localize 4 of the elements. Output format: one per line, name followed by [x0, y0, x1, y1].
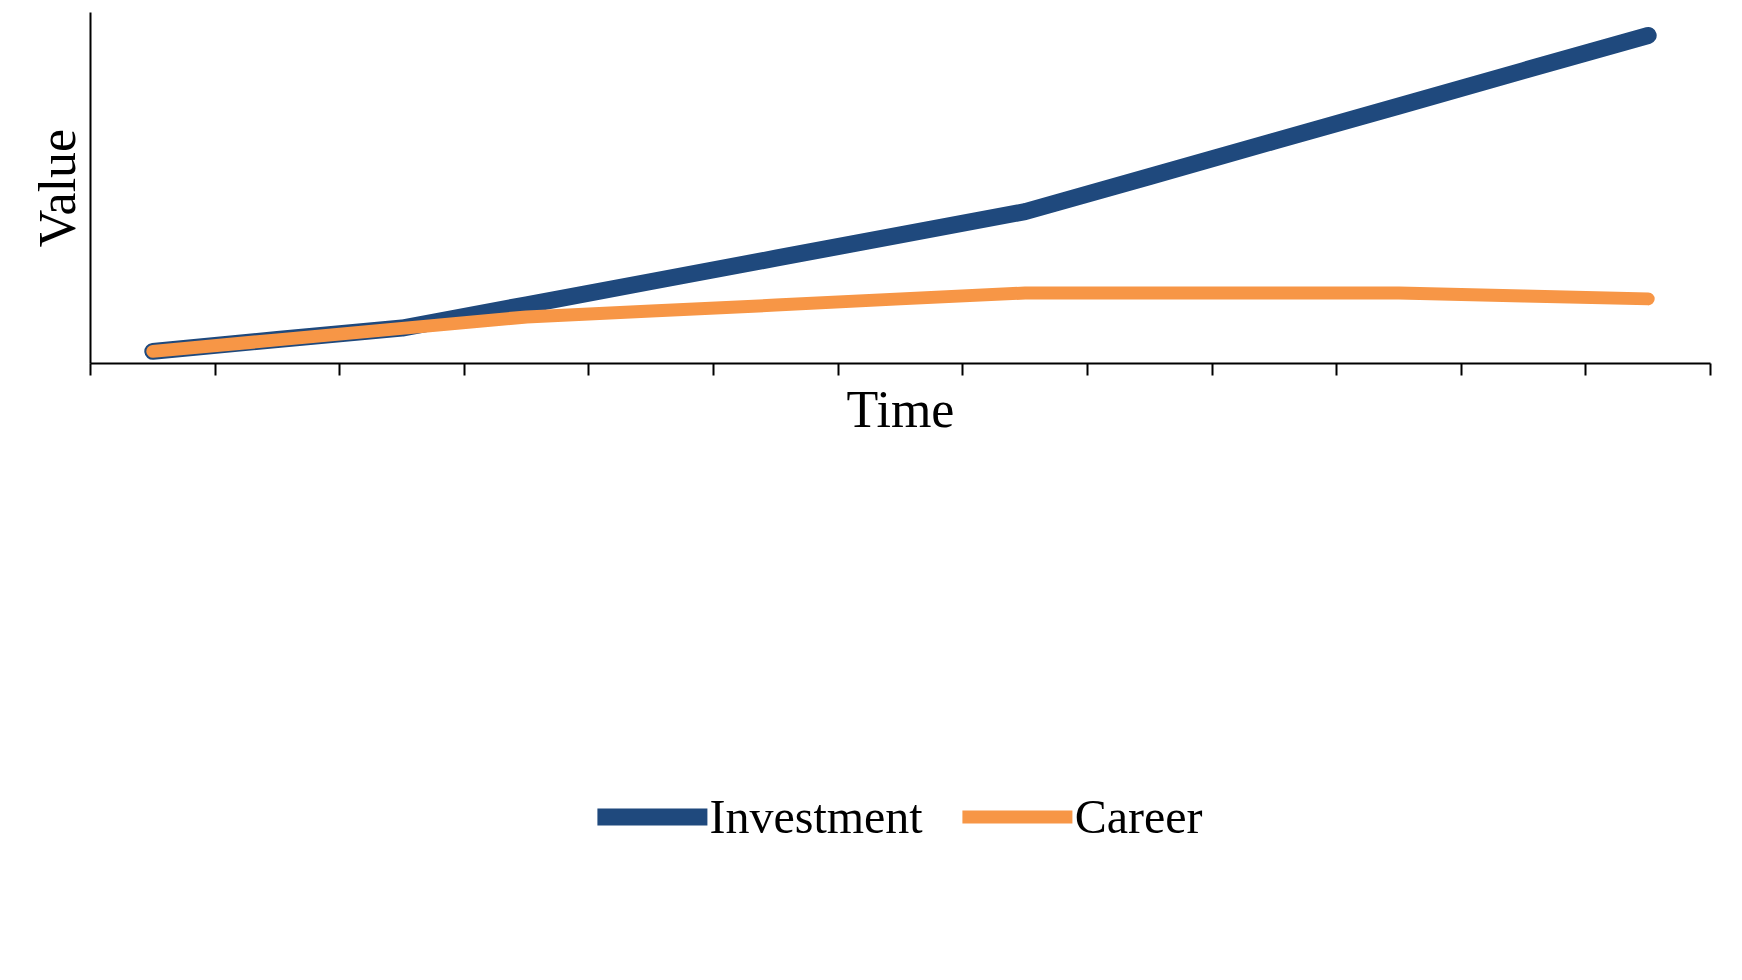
x-axis-title: Time	[846, 380, 955, 438]
y-axis-title: Value	[28, 128, 86, 248]
legend-label: Career	[1074, 788, 1203, 844]
legend-label: Investment	[709, 788, 923, 844]
